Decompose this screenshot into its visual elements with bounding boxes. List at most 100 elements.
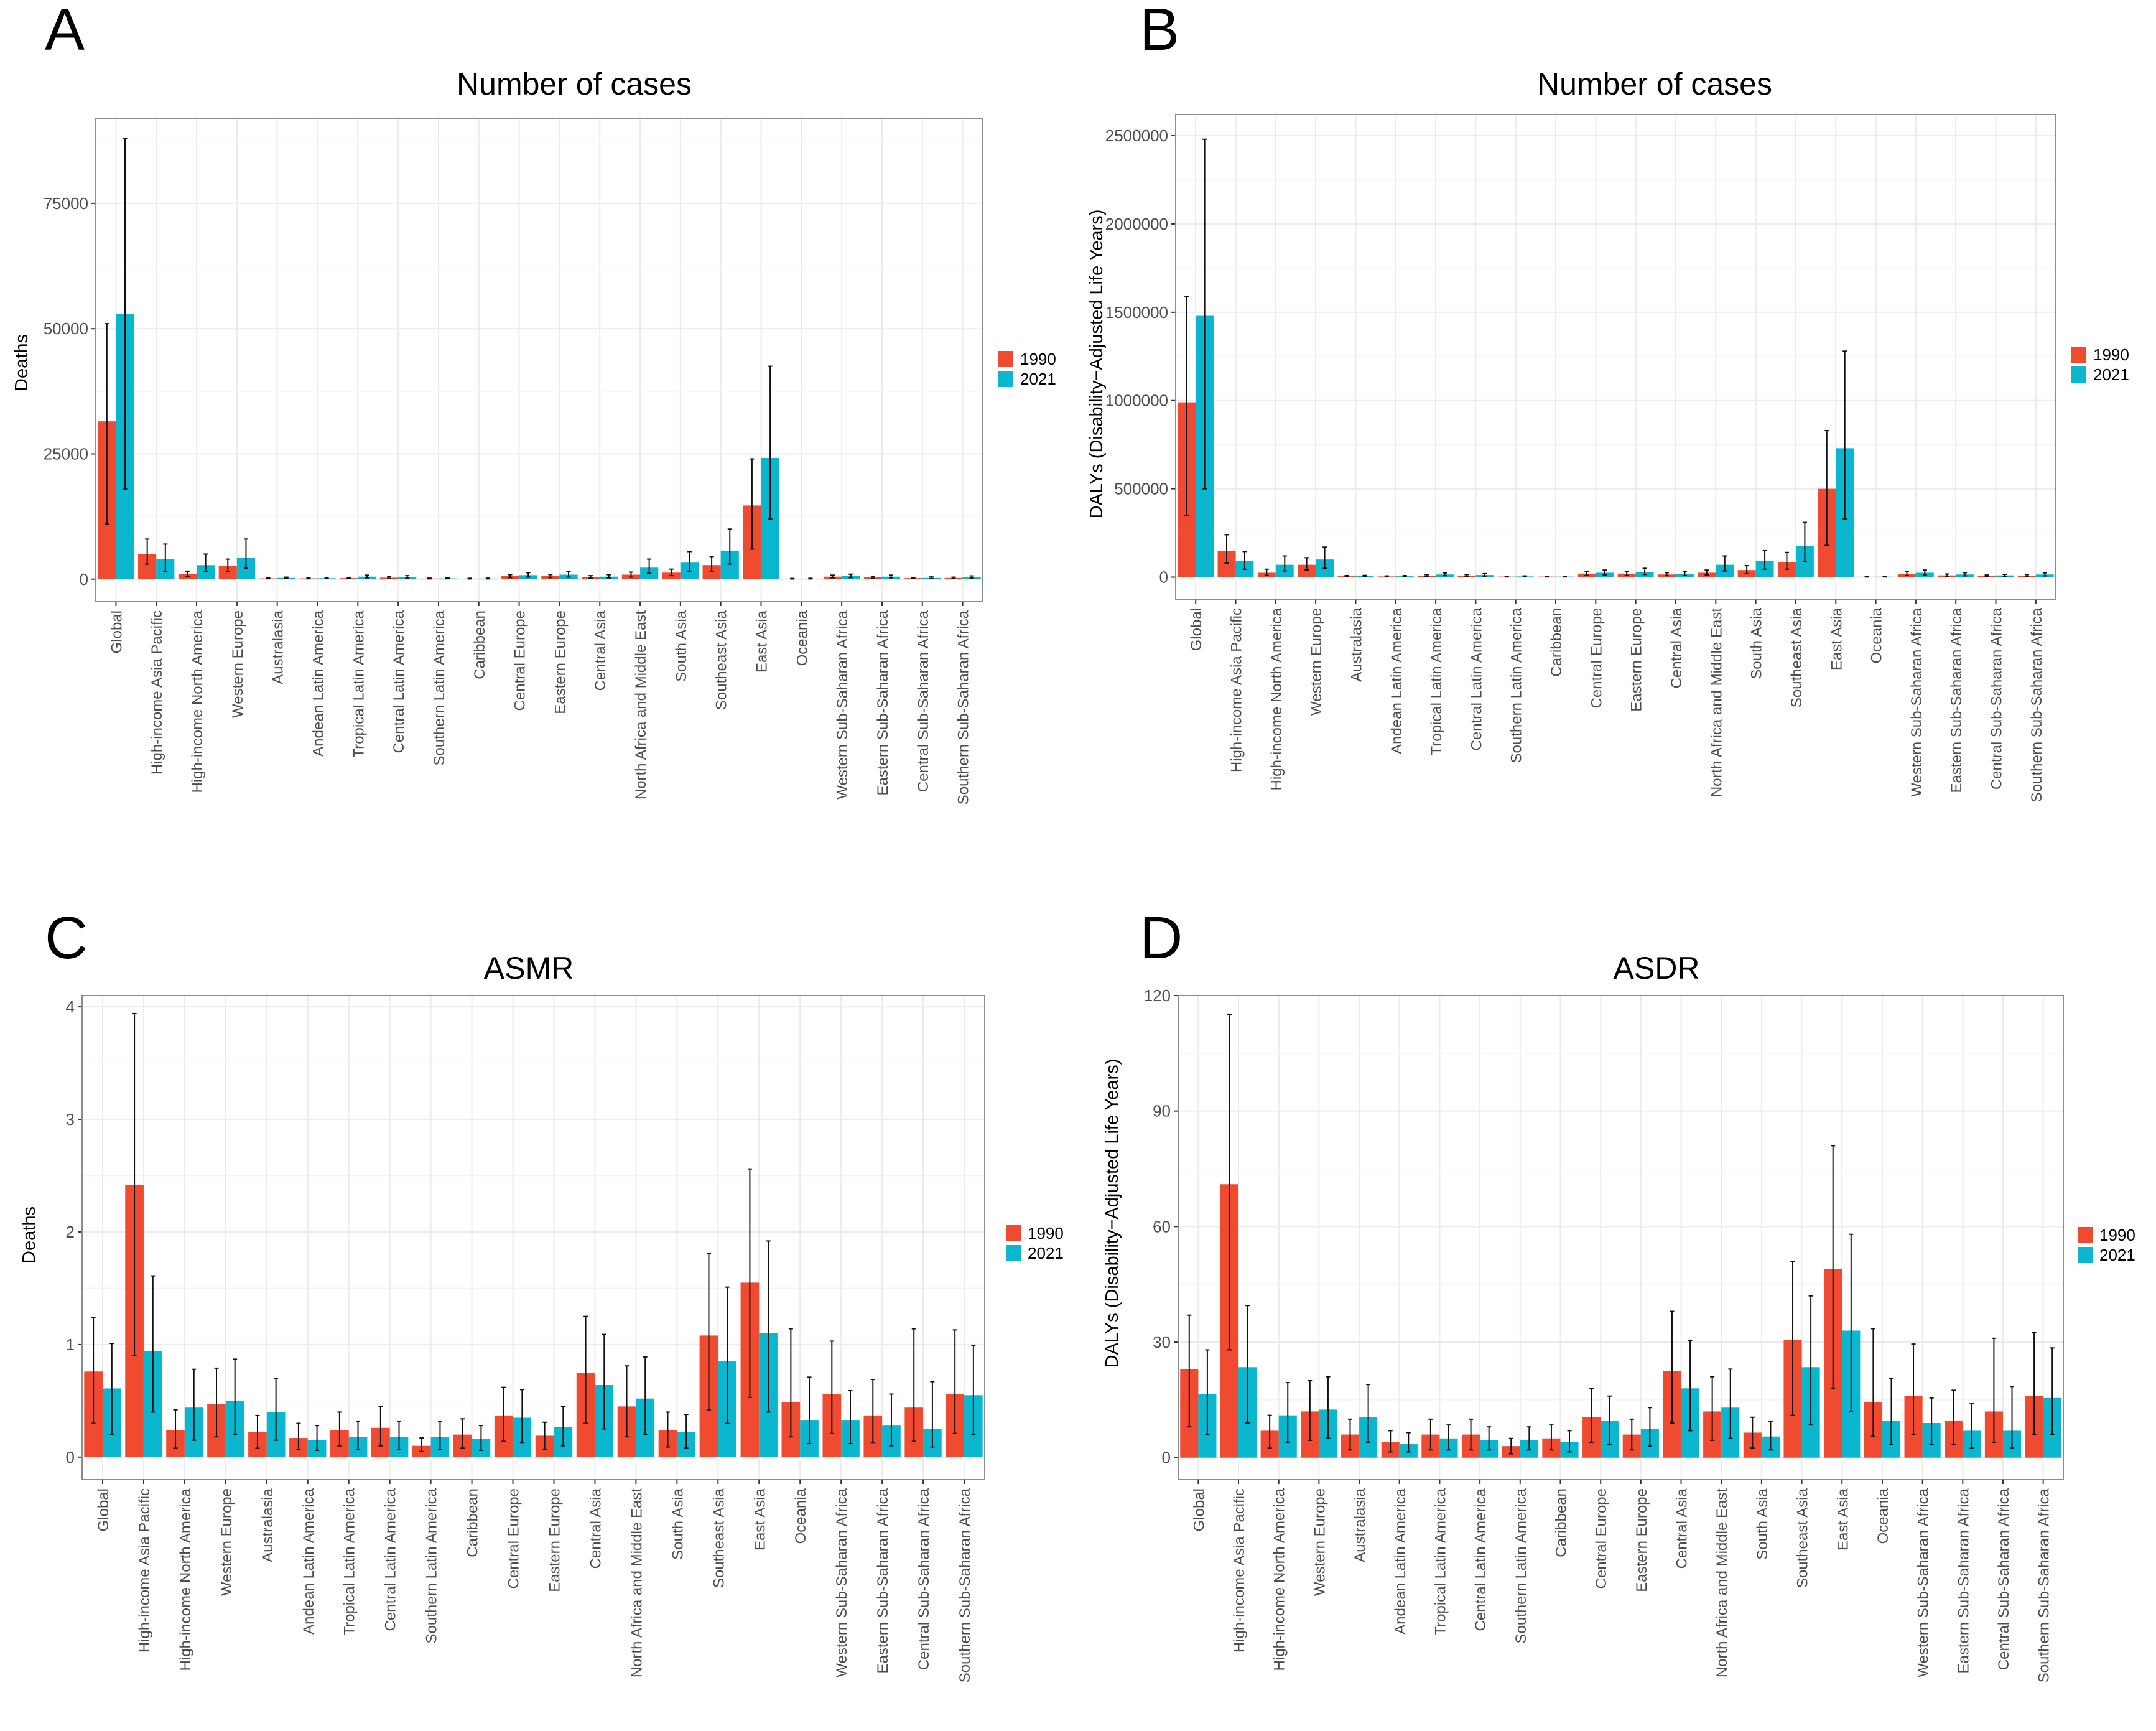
errorbar-1990 [1504,576,1509,578]
errorbar-1990 [467,577,472,580]
errorbar-2021 [1322,546,1327,569]
legend-label-1990: 1990 [1028,1224,1064,1243]
x-tick-label: Southeast Asia [1788,607,1805,707]
x-tick-label: Global [1188,608,1205,651]
x-tick-label: Eastern Europe [546,1488,563,1592]
x-tick-label: Global [108,610,125,653]
errorbar-1990 [1508,1437,1513,1455]
errorbar-1990 [91,1317,96,1424]
y-tick-label: 1000000 [1105,391,1168,410]
errorbar-2021 [233,1358,238,1435]
y-tick-label: 0 [66,1448,75,1467]
errorbar-2021 [203,553,208,572]
x-tick-label: South Asia [1749,607,1765,679]
errorbar-1990 [105,323,109,525]
x-tick-label: Central Sub-Saharan Africa [1989,607,2005,790]
x-tick-label: Western Sub-Saharan Africa [834,1488,850,1677]
x-tick-label: Western Sub-Saharan Africa [834,610,851,799]
errorbar-2021 [1567,1430,1572,1453]
x-tick-label: East Asia [754,610,771,673]
y-tick-label: 1500000 [1105,303,1168,322]
y-tick-label: 2500000 [1105,126,1168,145]
errorbar-2021 [445,577,450,580]
errorbar-2021 [643,1356,648,1435]
errorbar-1990 [1549,1424,1554,1451]
y-tick-label: 0 [80,570,88,589]
errorbar-2021 [396,1420,401,1450]
x-tick-label: Eastern Sub-Saharan Africa [875,610,891,795]
errorbar-2021 [243,538,248,569]
errorbar-2021 [123,138,128,490]
errorbar-2021 [971,1345,976,1435]
x-tick-label: Oceania [794,610,811,666]
errorbar-1990 [2024,574,2029,577]
x-tick-label: Western Europe [230,610,246,718]
errorbar-1990 [1545,576,1550,578]
errorbar-1990 [709,556,714,572]
errorbar-2021 [807,1376,812,1445]
errorbar-2021 [1366,1384,1371,1443]
chart-title: Number of cases [1537,67,1772,101]
x-tick-label: High-income North America [1271,1488,1288,1671]
errorbar-2021 [526,572,531,578]
x-tick-label: Central Europe [1588,608,1605,708]
errorbar-2021 [848,573,853,579]
errorbar-1990 [2032,1332,2037,1435]
bar-1990 [702,565,721,579]
errorbar-2021 [1963,572,1968,577]
errorbar-1990 [870,1378,875,1444]
x-tick-label: High-income Asia Pacific [136,1488,153,1653]
x-tick-label: East Asia [1834,1488,1851,1551]
x-tick-label: Western Europe [218,1488,235,1596]
errorbar-2021 [2002,573,2007,577]
errorbar-1990 [1264,568,1269,576]
x-tick-label: Oceania [792,1488,809,1544]
errorbar-2021 [1202,138,1207,490]
errorbar-1990 [1911,1343,1916,1435]
errorbar-2021 [768,365,773,520]
x-tick-label: Central Sub-Saharan Africa [1996,1488,2012,1670]
x-tick-label: High-income North America [189,610,206,793]
errorbar-2021 [1642,567,1647,576]
x-tick-label: Southeast Asia [710,1488,727,1588]
y-axis-label: DALYs (Disability−Adjusted Life Years) [1102,1059,1122,1368]
x-tick-label: Australasia [259,1488,276,1562]
x-tick-label: Western Europe [1311,1488,1328,1596]
errorbar-2021 [606,574,611,579]
errorbar-1990 [628,571,633,578]
bar-1990 [1298,564,1316,577]
errorbar-2021 [1526,1426,1531,1451]
x-tick-label: Central Latin America [1468,607,1485,750]
plot-border [1175,114,2056,600]
errorbar-2021 [1482,572,1487,577]
errorbar-2021 [1242,551,1247,570]
legend-swatch-2021 [2071,366,2086,383]
x-tick-label: South Asia [669,1488,686,1559]
errorbar-2021 [1688,1339,1693,1432]
errorbar-1990 [1704,569,1709,576]
errorbar-1990 [625,1365,630,1438]
errorbar-2021 [437,1420,442,1450]
errorbar-2021 [1722,555,1727,572]
errorbar-2021 [365,574,369,579]
x-tick-label: Central Sub-Saharan Africa [916,1488,932,1670]
errorbar-2021 [192,1368,197,1441]
plot-background [1178,996,2063,1480]
errorbar-1990 [1624,571,1629,576]
errorbar-2021 [1602,569,1607,576]
panel-a: 0 25000 50000 75000 Global High-income Asia P… [12,0,1056,805]
errorbar-2021 [687,551,692,572]
x-tick-label: Central Latin America [391,610,407,753]
x-tick-label: Central Asia [587,1488,604,1569]
x-tick-label: Tropical Latin America [1428,607,1445,755]
y-tick-label: 3 [66,1110,75,1129]
legend-swatch-1990 [2078,1227,2093,1243]
legend-label-1990: 1990 [2093,345,2129,364]
errorbar-2021 [1326,1376,1331,1439]
y-tick-label: 2 [66,1223,75,1241]
x-tick-label: Eastern Sub-Saharan Africa [875,1488,891,1673]
errorbar-1990 [225,558,230,572]
x-tick-label: North Africa and Middle East [628,1488,645,1677]
chart-title: ASDR [1614,951,1700,986]
